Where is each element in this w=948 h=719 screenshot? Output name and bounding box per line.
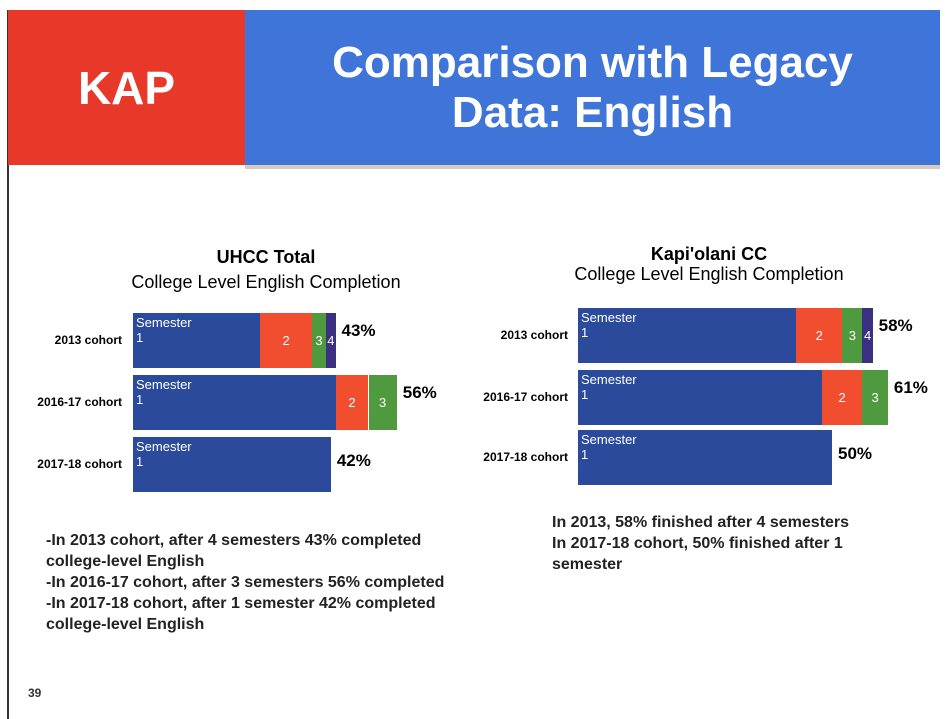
bar-segment: 3 bbox=[842, 308, 863, 363]
slide-title: Comparison with Legacy Data: English bbox=[245, 10, 940, 165]
note: -In 2013 cohort, after 4 semesters 43% c… bbox=[46, 532, 422, 570]
total-label: 58% bbox=[878, 316, 913, 335]
total-label: 56% bbox=[402, 383, 437, 402]
segment-label: 3 bbox=[379, 395, 387, 410]
bar-segment: 3 bbox=[311, 313, 327, 368]
category-label: 2016-17 cohort bbox=[483, 389, 568, 404]
bar-segment: 3 bbox=[368, 375, 397, 430]
category-label: 2013 cohort bbox=[500, 327, 568, 342]
bar-segment: 3 bbox=[862, 370, 888, 425]
total-label: 61% bbox=[893, 378, 928, 397]
segment-label: Semester 1 bbox=[581, 372, 637, 402]
bar-segment: Semester 1 bbox=[133, 375, 336, 430]
note: -In 2017-18 cohort, after 1 semester 42%… bbox=[46, 595, 436, 633]
note: In 2017-18 cohort, 50% finished after 1 … bbox=[552, 535, 843, 573]
bar-segment: Semester 1 bbox=[578, 308, 797, 363]
total-label: 42% bbox=[336, 451, 371, 470]
bar-segment: Semester 1 bbox=[133, 437, 331, 492]
notes-left: -In 2013 cohort, after 4 semesters 43% c… bbox=[46, 530, 486, 635]
chart-title: UHCC Total bbox=[216, 247, 316, 267]
chart-title: Kapi'olani CC bbox=[650, 244, 768, 264]
bar-segment: 2 bbox=[335, 375, 369, 430]
bar-segment: 2 bbox=[821, 370, 863, 425]
segment-label: 3 bbox=[848, 328, 856, 343]
segment-label: Semester 1 bbox=[581, 310, 637, 340]
rule bbox=[245, 165, 940, 169]
chart-subtitle: College Level English Completion bbox=[131, 272, 401, 292]
badge: KAP bbox=[8, 10, 245, 165]
segment-label: 4 bbox=[863, 328, 872, 343]
category-label: 2016-17 cohort bbox=[37, 394, 122, 409]
note: -In 2016-17 cohort, after 3 semesters 56… bbox=[46, 574, 445, 591]
chart-subtitle: College Level English Completion bbox=[574, 264, 844, 284]
category-label: 2013 cohort bbox=[54, 332, 122, 347]
segment-label: 3 bbox=[871, 390, 879, 405]
total-label: 50% bbox=[838, 444, 873, 463]
segment-label: 2 bbox=[282, 333, 290, 348]
border bbox=[7, 10, 9, 719]
bar-segment: Semester 1 bbox=[578, 370, 822, 425]
bar-segment: 4 bbox=[862, 308, 873, 363]
segment-label: 2 bbox=[815, 328, 823, 343]
total-label: 43% bbox=[341, 321, 376, 340]
segment-label: Semester 1 bbox=[136, 315, 192, 345]
bar-segment: 2 bbox=[796, 308, 843, 363]
bar-segment: 4 bbox=[326, 313, 336, 368]
segment-label: Semester 1 bbox=[136, 439, 192, 469]
segment-label: 2 bbox=[348, 395, 356, 410]
segment-label: Semester 1 bbox=[581, 432, 637, 462]
segment-label: 3 bbox=[315, 333, 323, 348]
page-number: 39 bbox=[28, 686, 42, 700]
bar-segment: Semester 1 bbox=[578, 430, 832, 485]
segment-label: 4 bbox=[327, 333, 335, 348]
category-label: 2017-18 cohort bbox=[483, 449, 568, 464]
bar-segment: 2 bbox=[260, 313, 312, 368]
notes-right: In 2013, 58% finished after 4 semesters I… bbox=[552, 512, 902, 575]
segment-label: 2 bbox=[838, 390, 846, 405]
note: In 2013, 58% finished after 4 semesters bbox=[552, 514, 850, 531]
segment-label: Semester 1 bbox=[136, 377, 192, 407]
category-label: 2017-18 cohort bbox=[37, 456, 122, 471]
bar-segment: Semester 1 bbox=[133, 313, 261, 368]
